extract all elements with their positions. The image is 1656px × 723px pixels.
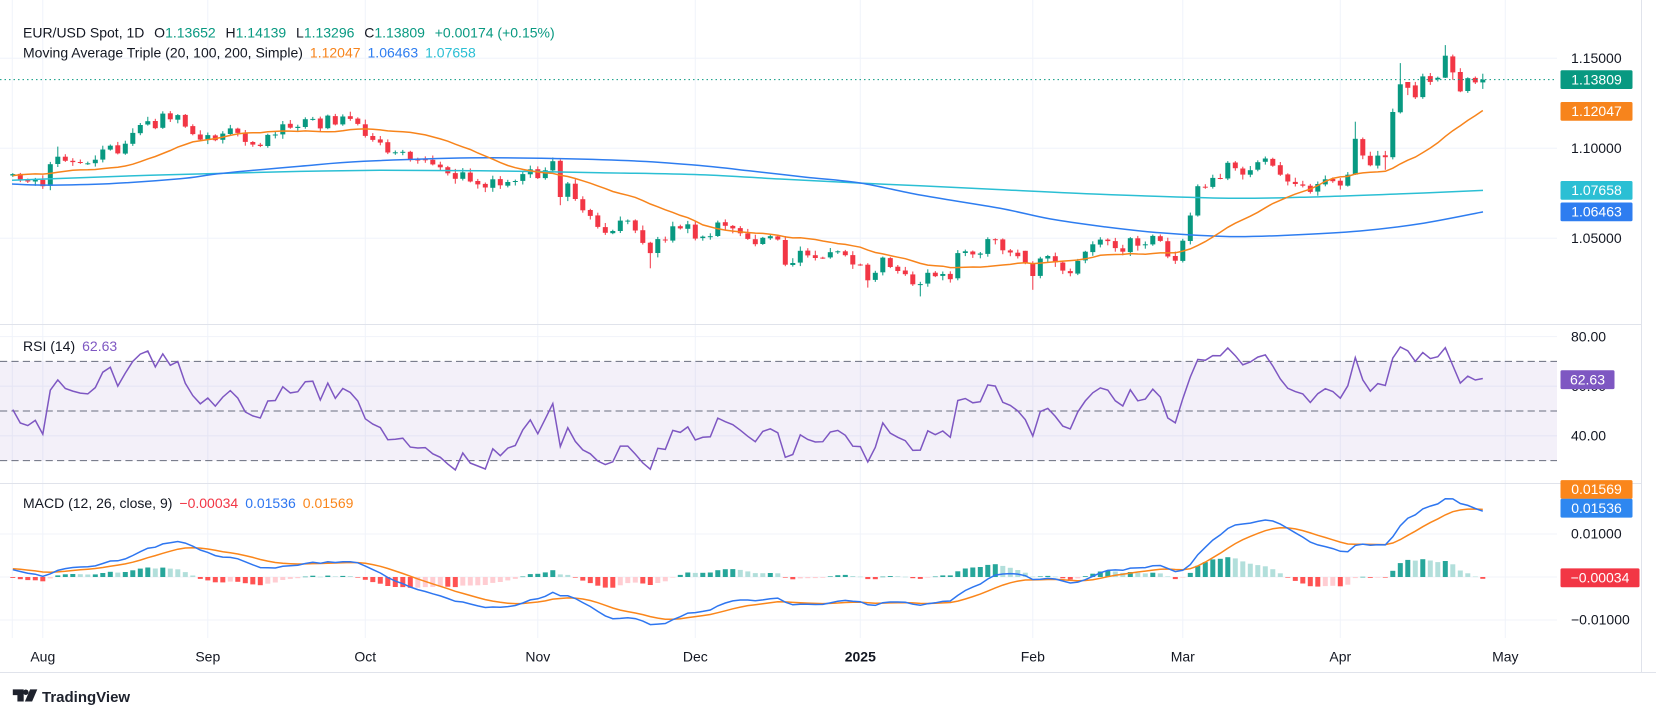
svg-text:1.12047: 1.12047 bbox=[1571, 103, 1622, 119]
svg-text:80.00: 80.00 bbox=[1571, 328, 1606, 344]
svg-text:62.63: 62.63 bbox=[1570, 371, 1605, 387]
svg-text:1.15000: 1.15000 bbox=[1571, 50, 1622, 66]
svg-text:Oct: Oct bbox=[354, 649, 376, 665]
svg-text:TradingView: TradingView bbox=[42, 689, 130, 706]
svg-text:1.06463: 1.06463 bbox=[1571, 204, 1622, 220]
svg-text:Mar: Mar bbox=[1171, 649, 1195, 665]
svg-text:Moving Average Triple (20, 100: Moving Average Triple (20, 100, 200, Sim… bbox=[23, 45, 476, 61]
svg-text:0.01569: 0.01569 bbox=[1571, 481, 1622, 497]
svg-text:Apr: Apr bbox=[1329, 649, 1351, 665]
svg-text:40.00: 40.00 bbox=[1571, 428, 1606, 444]
svg-text:Sep: Sep bbox=[195, 649, 220, 665]
svg-text:EUR/USD Spot, 1D O1.13652 H1: EUR/USD Spot, 1D O1.13652 H1.14139 L1.13… bbox=[23, 25, 555, 41]
svg-text:Nov: Nov bbox=[525, 649, 550, 665]
svg-text:1.10000: 1.10000 bbox=[1571, 140, 1622, 156]
svg-text:1.05000: 1.05000 bbox=[1571, 230, 1622, 246]
svg-text:Feb: Feb bbox=[1021, 649, 1045, 665]
svg-text:1.07658: 1.07658 bbox=[1571, 182, 1622, 198]
svg-text:RSI (14) 62.63: RSI (14) 62.63 bbox=[23, 338, 117, 354]
svg-text:MACD (12, 26, close, 9) −0.000: MACD (12, 26, close, 9) −0.00034 0.01536… bbox=[23, 495, 354, 511]
svg-text:May: May bbox=[1492, 649, 1518, 665]
svg-text:−0.01000: −0.01000 bbox=[1571, 612, 1630, 628]
svg-text:0.01536: 0.01536 bbox=[1571, 500, 1622, 516]
svg-text:1.13809: 1.13809 bbox=[1571, 71, 1622, 87]
svg-text:Aug: Aug bbox=[30, 649, 55, 665]
svg-text:2025: 2025 bbox=[845, 649, 876, 665]
svg-text:−0.00034: −0.00034 bbox=[1571, 570, 1630, 586]
svg-text:0.01000: 0.01000 bbox=[1571, 526, 1622, 542]
svg-text:Dec: Dec bbox=[683, 649, 708, 665]
